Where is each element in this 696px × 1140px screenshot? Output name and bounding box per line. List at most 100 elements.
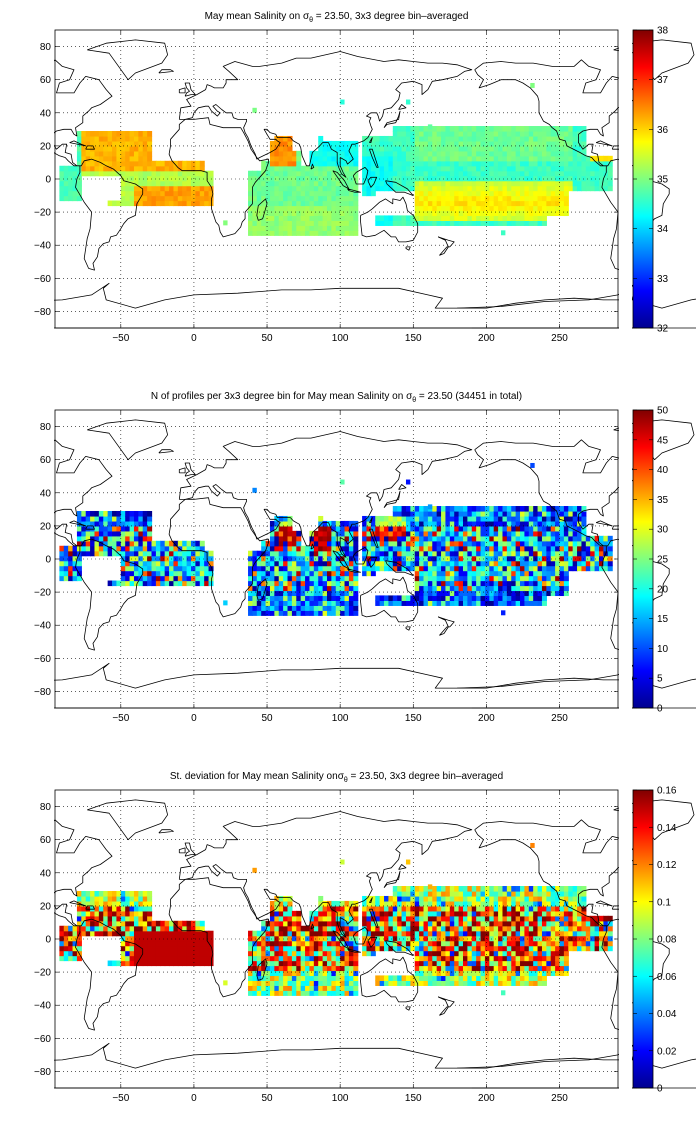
data-bin	[274, 165, 280, 172]
data-bin	[344, 165, 350, 172]
data-bin	[182, 560, 188, 567]
data-bin	[248, 560, 254, 567]
data-bin	[489, 185, 495, 192]
data-bin	[401, 165, 407, 172]
data-bin	[493, 570, 499, 577]
data-bin	[506, 520, 512, 527]
data-bin	[515, 575, 521, 582]
data-bin	[572, 175, 578, 182]
data-bin	[493, 520, 499, 527]
x-tick-label: 50	[261, 713, 273, 724]
data-bin	[362, 180, 368, 187]
data-bin	[471, 180, 477, 187]
data-bin	[441, 525, 447, 532]
data-bin	[340, 150, 346, 157]
data-bin	[405, 545, 411, 552]
data-bin	[322, 215, 328, 221]
data-bin	[568, 540, 574, 547]
data-bin	[480, 506, 486, 512]
data-bin	[458, 160, 464, 167]
data-bins	[59, 462, 613, 616]
data-bin	[423, 145, 429, 152]
data-bin	[515, 165, 521, 172]
data-bin	[401, 975, 407, 981]
data-bin	[283, 220, 289, 226]
data-bin	[164, 200, 170, 207]
data-bin	[401, 520, 407, 527]
data-bin	[116, 960, 122, 967]
data-bin	[441, 895, 447, 902]
data-bin	[550, 175, 556, 182]
data-bin	[287, 945, 293, 952]
data-bin	[520, 515, 526, 522]
data-bin	[445, 515, 451, 522]
data-bin	[265, 205, 271, 212]
data-bin	[300, 970, 306, 977]
data-bin	[541, 530, 547, 537]
data-bin	[484, 200, 490, 207]
data-bin	[520, 195, 526, 202]
data-bin	[169, 560, 175, 567]
data-bin	[384, 165, 390, 172]
data-bin	[331, 155, 337, 162]
data-bin	[283, 900, 289, 907]
data-bin	[318, 560, 324, 567]
data-bin	[177, 190, 183, 197]
data-bin	[269, 600, 275, 606]
data-bin	[392, 895, 398, 902]
data-bin	[577, 506, 583, 512]
data-bin	[72, 165, 78, 172]
data-bin	[568, 180, 574, 187]
data-bin	[375, 150, 381, 157]
data-bin	[125, 175, 131, 182]
data-bin	[502, 205, 508, 212]
data-bin	[441, 180, 447, 187]
data-bin	[498, 565, 504, 572]
data-bin	[445, 975, 451, 981]
data-bin	[348, 525, 354, 532]
data-bin	[511, 540, 517, 547]
data-bin	[326, 550, 332, 557]
data-bin	[524, 220, 530, 226]
data-bin	[142, 960, 148, 967]
data-bin	[414, 510, 420, 517]
y-tick-label: 80	[40, 42, 52, 53]
coastline	[178, 51, 473, 178]
data-bin	[133, 905, 139, 912]
data-bin	[436, 960, 442, 967]
data-bin	[528, 520, 534, 527]
data-bin	[471, 185, 477, 192]
data-bin	[335, 195, 341, 202]
data-bin	[454, 160, 460, 167]
data-bin	[305, 610, 311, 616]
data-bin	[379, 975, 385, 981]
data-bin	[462, 940, 468, 947]
clip-right	[619, 405, 632, 713]
data-bin	[489, 570, 495, 577]
data-bin	[195, 570, 201, 577]
data-bin	[326, 925, 332, 932]
data-bin	[427, 185, 433, 192]
data-bin	[151, 920, 157, 927]
data-bin	[81, 545, 87, 552]
data-bin	[208, 185, 214, 192]
data-bin	[432, 530, 438, 537]
data-bin	[256, 555, 262, 562]
data-bin	[283, 180, 289, 187]
data-bin	[405, 126, 411, 132]
data-bin	[305, 555, 311, 562]
data-bin	[287, 580, 293, 587]
data-bin	[147, 555, 153, 562]
data-bin	[160, 945, 166, 952]
data-bin	[432, 506, 438, 512]
data-bin	[384, 170, 390, 177]
coastline	[178, 467, 186, 474]
data-bin	[454, 545, 460, 552]
data-bin	[300, 560, 306, 567]
data-bin	[76, 130, 82, 137]
data-bin	[397, 180, 403, 187]
data-bin	[133, 915, 139, 922]
data-bin	[182, 925, 188, 932]
data-bin	[283, 565, 289, 572]
data-bin	[283, 925, 289, 932]
